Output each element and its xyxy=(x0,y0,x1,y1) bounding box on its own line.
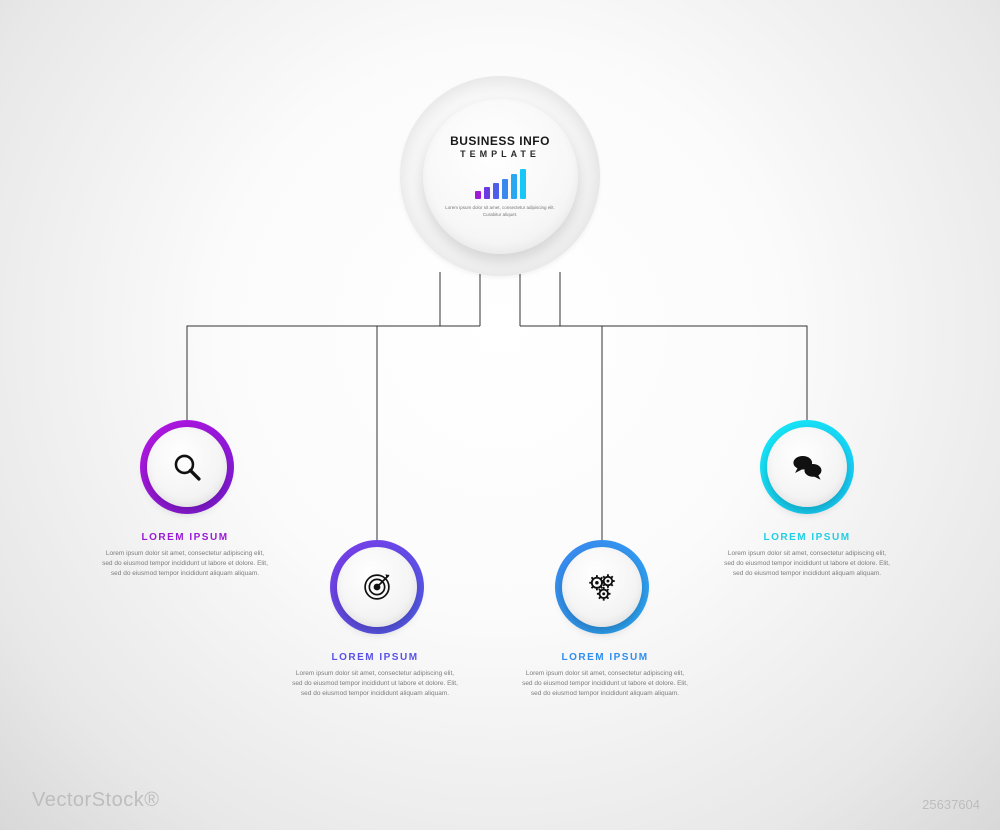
hub-title: BUSINESS INFO xyxy=(450,134,550,148)
node-ring xyxy=(760,420,854,514)
node-ring xyxy=(555,540,649,634)
node-body: Lorem ipsum dolor sit amet, consectetur … xyxy=(100,549,270,579)
node-face xyxy=(562,547,642,627)
chat-icon xyxy=(790,450,824,484)
node-heading: LOREM IPSUM xyxy=(290,652,460,663)
node-text-target: LOREM IPSUM Lorem ipsum dolor sit amet, c… xyxy=(290,652,460,699)
hub-inner: BUSINESS INFO TEMPLATE Lorem ipsum dolor… xyxy=(423,99,578,254)
infographic-stage: BUSINESS INFO TEMPLATE Lorem ipsum dolor… xyxy=(0,0,1000,830)
node-face xyxy=(337,547,417,627)
node-text-gears: LOREM IPSUM Lorem ipsum dolor sit amet, c… xyxy=(520,652,690,699)
node-heading: LOREM IPSUM xyxy=(722,532,892,543)
node-heading: LOREM IPSUM xyxy=(520,652,690,663)
node-ring xyxy=(140,420,234,514)
hub-chart-bar xyxy=(493,183,499,199)
node-body: Lorem ipsum dolor sit amet, consectetur … xyxy=(722,549,892,579)
watermark-brand: VectorStock® xyxy=(32,789,159,812)
hub-chart-bar xyxy=(484,187,490,199)
node-heading: LOREM IPSUM xyxy=(100,532,270,543)
node-ring xyxy=(330,540,424,634)
hub-lorem: Lorem ipsum dolor sit amet, consectetur … xyxy=(445,205,555,218)
node-chat xyxy=(760,420,854,514)
hub-subtitle: TEMPLATE xyxy=(460,149,540,159)
hub-bar-chart xyxy=(475,169,526,199)
target-icon xyxy=(360,570,394,604)
node-text-search: LOREM IPSUM Lorem ipsum dolor sit amet, c… xyxy=(100,532,270,579)
magnifier-icon xyxy=(170,450,204,484)
node-body: Lorem ipsum dolor sit amet, consectetur … xyxy=(290,669,460,699)
hub-chart-bar xyxy=(520,169,526,199)
node-search xyxy=(140,420,234,514)
hub-chart-bar xyxy=(475,191,481,199)
node-face xyxy=(767,427,847,507)
node-text-chat: LOREM IPSUM Lorem ipsum dolor sit amet, c… xyxy=(722,532,892,579)
node-face xyxy=(147,427,227,507)
hub-circle: BUSINESS INFO TEMPLATE Lorem ipsum dolor… xyxy=(400,76,600,276)
hub-chart-bar xyxy=(502,179,508,199)
watermark-id: 25637604 xyxy=(922,797,980,812)
gears-icon xyxy=(585,570,619,604)
hub-chart-bar xyxy=(511,174,517,199)
node-gears xyxy=(555,540,649,634)
node-target xyxy=(330,540,424,634)
node-body: Lorem ipsum dolor sit amet, consectetur … xyxy=(520,669,690,699)
